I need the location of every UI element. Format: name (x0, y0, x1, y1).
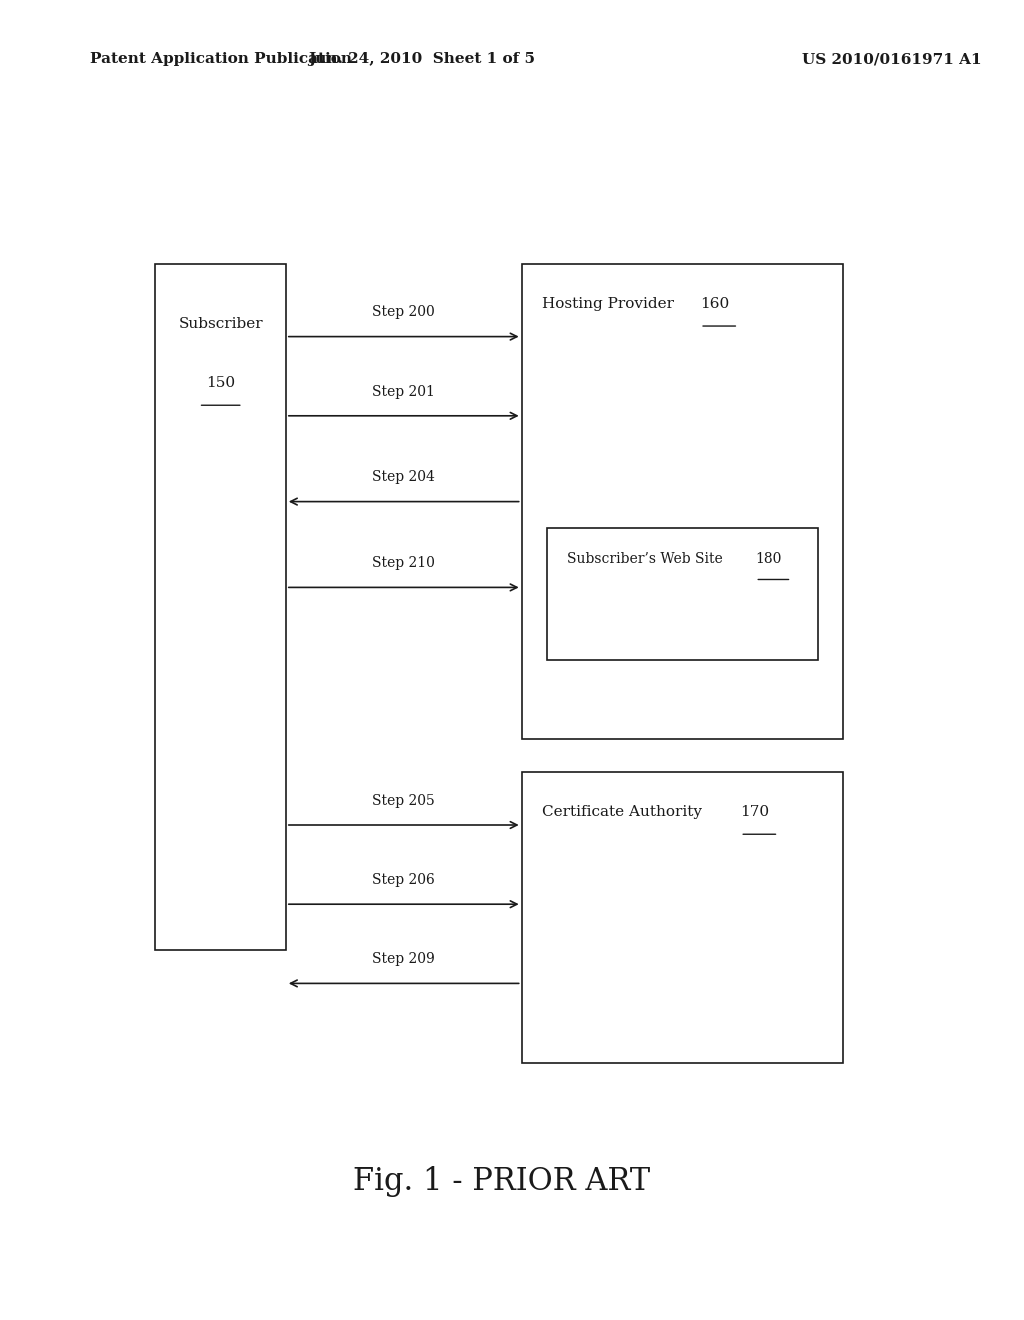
Text: Step 209: Step 209 (373, 952, 435, 966)
Text: Step 200: Step 200 (373, 305, 435, 319)
FancyBboxPatch shape (547, 528, 817, 660)
Text: 170: 170 (740, 805, 769, 820)
Text: Step 205: Step 205 (373, 793, 435, 808)
Text: US 2010/0161971 A1: US 2010/0161971 A1 (803, 53, 982, 66)
Text: Fig. 1 - PRIOR ART: Fig. 1 - PRIOR ART (353, 1166, 650, 1197)
Text: Certificate Authority: Certificate Authority (542, 805, 707, 820)
FancyBboxPatch shape (521, 772, 843, 1063)
Text: 150: 150 (206, 376, 236, 391)
Text: Subscriber’s Web Site: Subscriber’s Web Site (566, 552, 727, 566)
Text: Hosting Provider: Hosting Provider (542, 297, 679, 312)
Text: Subscriber: Subscriber (178, 317, 263, 331)
Text: 180: 180 (756, 552, 781, 566)
Text: Patent Application Publication: Patent Application Publication (90, 53, 352, 66)
Text: Step 201: Step 201 (373, 384, 435, 399)
Text: Jun. 24, 2010  Sheet 1 of 5: Jun. 24, 2010 Sheet 1 of 5 (308, 53, 535, 66)
Text: 160: 160 (700, 297, 729, 312)
Text: Step 204: Step 204 (373, 470, 435, 484)
FancyBboxPatch shape (521, 264, 843, 739)
Text: Step 206: Step 206 (373, 873, 435, 887)
Text: Step 210: Step 210 (373, 556, 435, 570)
FancyBboxPatch shape (156, 264, 286, 950)
